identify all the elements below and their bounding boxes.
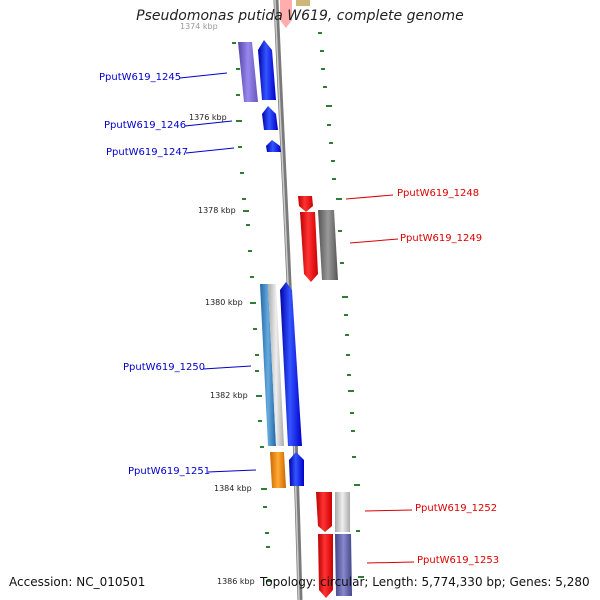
- gene-pputw619-1248[interactable]: [298, 196, 313, 212]
- gene-pputw619-1252[interactable]: [316, 492, 350, 532]
- gene-pputw619-1250[interactable]: [260, 282, 302, 446]
- gene-pputw619-1246[interactable]: [262, 106, 278, 130]
- tick-label: 1384 kbp: [214, 484, 252, 493]
- left-dot-rail: [232, 42, 272, 582]
- tick-label: 1380 kbp: [205, 298, 243, 307]
- gene-label-pputw619-1249[interactable]: PputW619_1249: [400, 233, 483, 244]
- tick-label: 1382 kbp: [210, 391, 248, 400]
- gene-pputw619-1245[interactable]: [238, 40, 276, 102]
- tick-label: 1376 kbp: [189, 113, 227, 122]
- gene-pputw619-1249[interactable]: [300, 210, 338, 282]
- gene-label-pputw619-1246[interactable]: PputW619_1246: [104, 120, 187, 131]
- genome-summary-text: Topology: circular; Length: 5,774,330 bp…: [260, 575, 590, 589]
- gene-label-pputw619-1247[interactable]: PputW619_1247: [106, 147, 189, 158]
- gene-label-pputw619-1250[interactable]: PputW619_1250: [123, 362, 206, 373]
- gene-offscreen-top: [280, 0, 310, 28]
- gene-label-pputw619-1251[interactable]: PputW619_1251: [128, 466, 211, 477]
- right-dot-rail: [318, 32, 364, 578]
- page-title: Pseudomonas putida W619, complete genome: [136, 8, 464, 24]
- gene-pputw619-1253[interactable]: [318, 534, 352, 598]
- gene-label-pputw619-1253[interactable]: PputW619_1253: [417, 555, 500, 566]
- leader-lines: [179, 72, 415, 564]
- gene-label-pputw619-1252[interactable]: PputW619_1252: [415, 503, 498, 514]
- gene-pputw619-1251[interactable]: [270, 452, 304, 488]
- gene-pputw619-1247[interactable]: [266, 140, 281, 152]
- accession-text: Accession: NC_010501: [9, 575, 146, 589]
- tick-label: 1386 kbp: [217, 577, 255, 586]
- gene-label-pputw619-1248[interactable]: PputW619_1248: [397, 188, 480, 199]
- gene-label-pputw619-1245[interactable]: PputW619_1245: [99, 72, 182, 83]
- tick-label: 1374 kbp: [180, 22, 218, 31]
- tick-label: 1378 kbp: [198, 206, 236, 215]
